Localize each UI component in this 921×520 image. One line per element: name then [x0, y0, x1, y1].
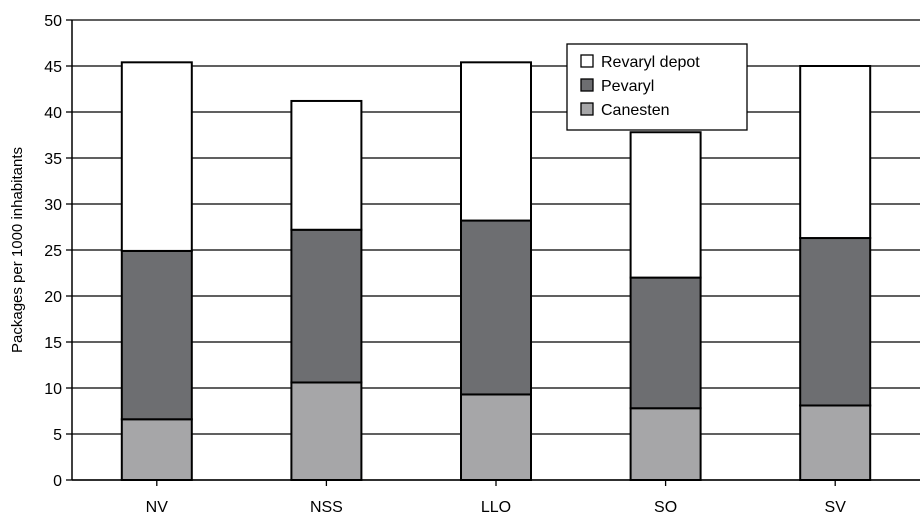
y-tick-label: 15: [44, 335, 62, 352]
legend-box: [566, 43, 748, 131]
y-tick-label: 10: [44, 381, 62, 398]
y-tick-label: 5: [53, 427, 62, 444]
x-tick-label: NV: [146, 499, 169, 516]
bar-canesten: [120, 418, 193, 481]
legend: Revaryl depot Pevaryl Canesten: [566, 43, 748, 131]
legend-swatch-revaryl-depot: [580, 54, 594, 68]
y-tick-labels: 0 5 10 15 20 25 30 35 40 45 50: [44, 13, 62, 490]
x-tick-label: LLO: [481, 499, 511, 516]
legend-label: Canesten: [601, 102, 670, 119]
y-tick-label: 20: [44, 289, 62, 306]
bar-pevaryl: [799, 237, 872, 407]
x-tick-label: SV: [825, 499, 847, 516]
bar-revaryl-depot: [460, 61, 532, 222]
bar-revaryl-depot: [120, 61, 193, 252]
bar-revaryl-depot: [290, 99, 363, 231]
legend-label: Pevaryl: [601, 78, 654, 95]
bar-canesten: [290, 381, 363, 482]
y-tick-label: 25: [44, 243, 62, 260]
y-tick-label: 45: [44, 59, 62, 76]
bar-canesten: [629, 407, 702, 481]
x-tick-labels: NV NSS LLO SO SV: [146, 480, 847, 516]
legend-swatch-pevaryl: [580, 78, 594, 92]
x-tick-label: SO: [654, 499, 677, 516]
x-tick-label: NSS: [310, 499, 343, 516]
bar-canesten: [799, 404, 872, 482]
y-tick-label: 50: [44, 13, 62, 30]
bar-pevaryl: [290, 228, 363, 384]
legend-label: Revaryl depot: [601, 54, 700, 71]
bar-canesten: [460, 393, 532, 481]
legend-swatch-canesten: [580, 102, 594, 116]
bars: [120, 61, 872, 482]
bar-revaryl-depot: [799, 65, 872, 240]
bar-pevaryl: [120, 249, 193, 421]
y-tick-label: 40: [44, 105, 62, 122]
bar-pevaryl: [460, 219, 532, 396]
y-tick-label: 35: [44, 151, 62, 168]
y-tick-label: 30: [44, 197, 62, 214]
y-tick-label: 0: [53, 473, 62, 490]
bar-revaryl-depot: [629, 131, 702, 279]
bar-pevaryl: [629, 276, 702, 410]
y-axis-title: Packages per 1000 inhabitants: [9, 147, 26, 353]
